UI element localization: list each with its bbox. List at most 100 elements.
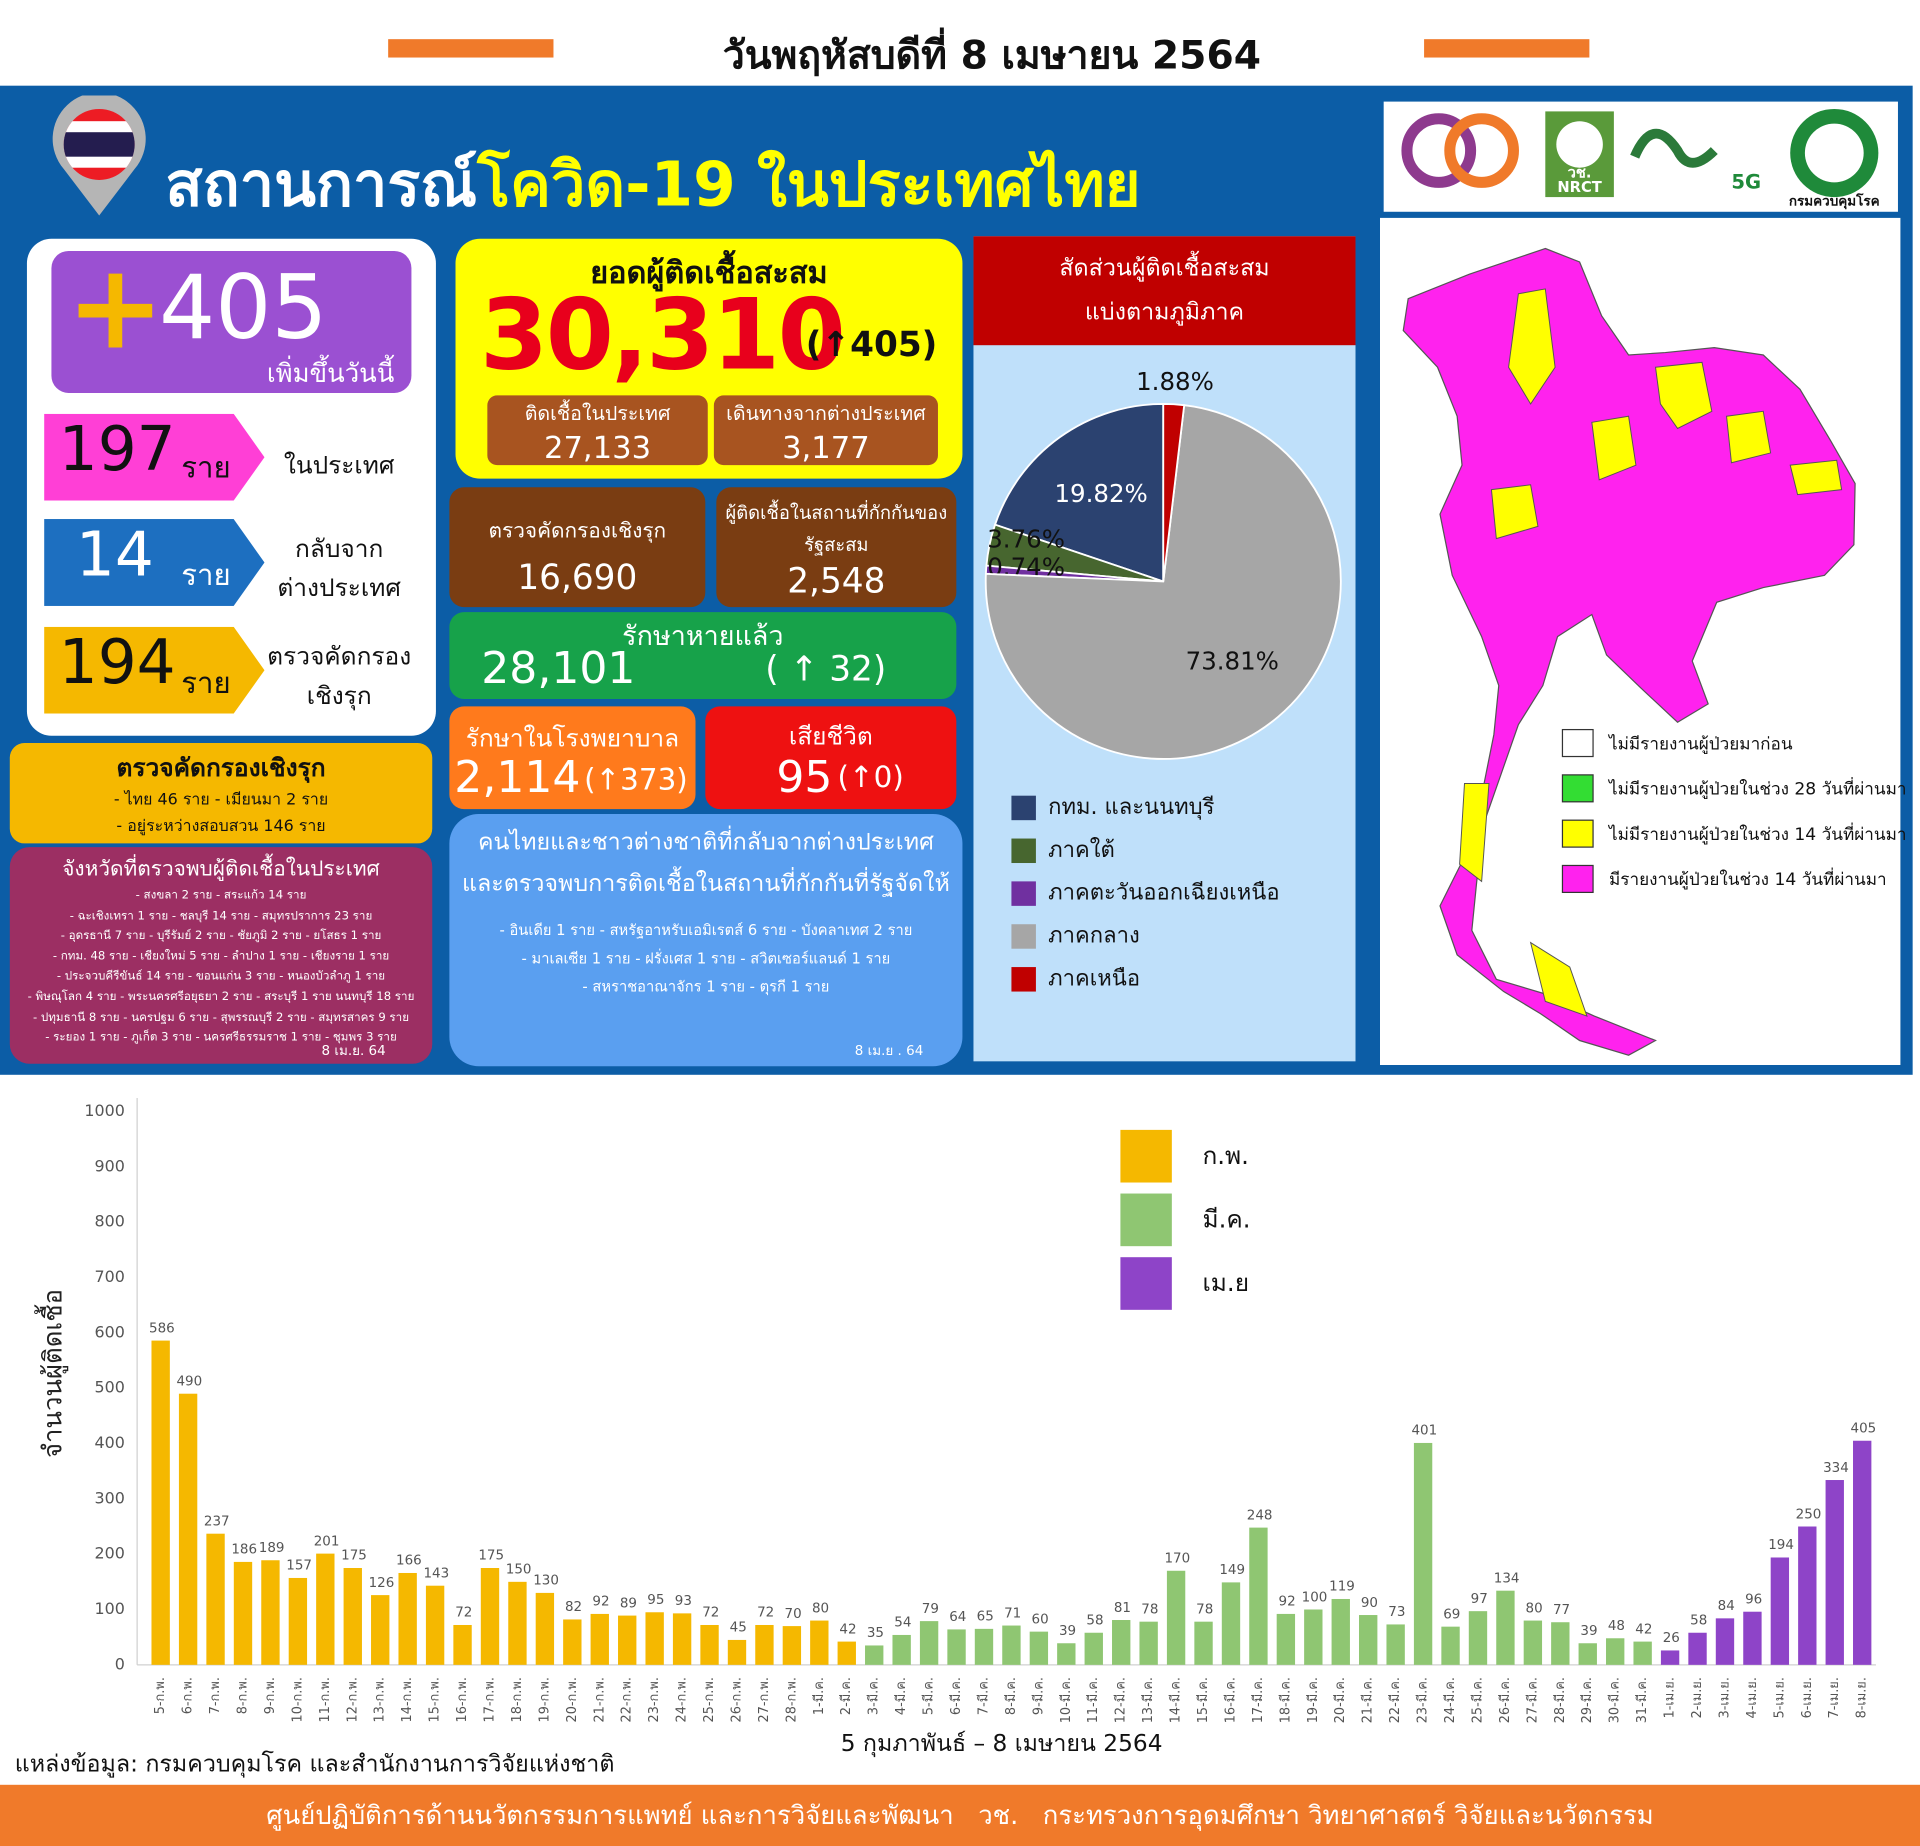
x-tick-label: 5-ก.พ. <box>153 1677 168 1714</box>
bar-value-label: 89 <box>620 1596 637 1611</box>
logo-5g: 5G <box>1731 170 1762 194</box>
y-tick-label: 1000 <box>84 1101 124 1120</box>
item-unit: ราย <box>181 558 231 593</box>
bar-value-label: 119 <box>1329 1580 1355 1595</box>
bar-value-label: 194 <box>1768 1538 1794 1553</box>
bar-value-label: 77 <box>1553 1603 1570 1618</box>
footer-banner: ศูนย์ปฏิบัติการด้านนวัตกรรมการแพทย์ และก… <box>0 1784 1920 1846</box>
x-tick-label: 10-มี.ค. <box>1059 1677 1074 1723</box>
x-tick-label: 25-มี.ค. <box>1470 1677 1485 1723</box>
returnees-date: 8 เม.ย . 64 <box>854 1042 924 1059</box>
pie-label: 3.76% <box>987 525 1065 554</box>
cumulative-total: 30,310 <box>480 277 846 392</box>
active-search-box: ตรวจคัดกรองเชิงรุก 16,690 <box>449 487 706 608</box>
item-label: ในประเทศ <box>283 450 395 480</box>
screening-title: ตรวจคัดกรองเชิงรุก <box>116 752 326 783</box>
hospitalized-box: รักษาในโรงพยาบาล 2,114 (↑373) <box>449 706 696 810</box>
x-tick-label: 15-มี.ค. <box>1196 1677 1211 1723</box>
bar-value-label: 26 <box>1663 1631 1680 1646</box>
y-tick-label: 100 <box>95 1599 125 1618</box>
x-tick-label: 13-มี.ค. <box>1141 1677 1156 1723</box>
bar <box>590 1613 609 1665</box>
pie-legend-swatch <box>1011 881 1036 906</box>
bar <box>1002 1625 1021 1665</box>
y-tick-label: 500 <box>95 1378 125 1397</box>
bar <box>700 1624 719 1665</box>
x-tick-label: 24-มี.ค. <box>1443 1677 1458 1723</box>
bar-value-label: 71 <box>1004 1606 1021 1621</box>
provinces-title: จังหวัดที่ตรวจพบผู้ติดเชื้อในประเทศ <box>62 856 380 882</box>
x-tick-label: 21-มี.ค. <box>1361 1677 1376 1723</box>
x-tick-label: 18-ก.พ. <box>510 1677 525 1722</box>
bar <box>316 1553 335 1665</box>
item-count: 197 <box>58 413 176 485</box>
label-line: รัฐสะสม <box>804 533 869 556</box>
x-tick-label: 27-มี.ค. <box>1525 1677 1540 1723</box>
x-tick-label: 3-มี.ค. <box>867 1677 882 1715</box>
bar-value-label: 95 <box>647 1593 664 1608</box>
x-tick-label: 28-ก.พ. <box>784 1677 799 1722</box>
label-line: ตรวจคัดกรอง <box>267 641 412 671</box>
x-tick-label: 5-มี.ค. <box>922 1677 937 1715</box>
bar <box>837 1641 856 1665</box>
map-legend-swatch <box>1561 864 1594 894</box>
bar-value-label: 54 <box>894 1616 911 1631</box>
bar-value-label: 35 <box>867 1626 884 1641</box>
bar-value-label: 201 <box>314 1534 340 1549</box>
x-tick-label: 23-ก.พ. <box>647 1677 662 1722</box>
header-date: วันพฤหัสบดีที่ 8 เมษายน 2564 <box>722 31 1261 79</box>
bar-value-label: 170 <box>1164 1552 1190 1567</box>
map-legend-swatch <box>1561 774 1594 803</box>
y-tick-label: 900 <box>95 1156 125 1175</box>
domestic-value: 27,133 <box>543 429 652 466</box>
x-tick-label: 5-เม.ย. <box>1772 1677 1787 1718</box>
bar <box>755 1624 774 1665</box>
x-tick-label: 27-ก.พ. <box>757 1677 772 1722</box>
bar-value-label: 92 <box>592 1595 609 1610</box>
bar-value-label: 78 <box>1141 1602 1158 1617</box>
pie-legend-swatch <box>1011 795 1036 821</box>
map-legend-label: ไม่มีรายงานผู้ป่วยมาก่อน <box>1607 733 1793 754</box>
item-arrow <box>44 413 265 501</box>
x-tick-label: 4-มี.ค. <box>894 1677 909 1715</box>
bar-value-label: 490 <box>176 1374 202 1389</box>
map-region <box>1508 288 1556 405</box>
province-line: - พิษณุโลก 4 ราย - พระนครศรีอยุธยา 2 ราย… <box>27 990 415 1004</box>
domestic-label: ติดเชื้อในประเทศ <box>524 401 671 425</box>
bar-value-label: 72 <box>702 1606 719 1621</box>
pie-slice <box>993 403 1165 583</box>
bar <box>1112 1620 1131 1665</box>
pie-legend-label: ภาคใต้ <box>1048 837 1115 863</box>
map-legend-label: มีรายงานผู้ป่วยในช่วง 14 วันที่ผ่านมา <box>1609 867 1887 890</box>
pie-title: สัดส่วนผู้ติดเชื้อสะสม แบ่งตามภูมิภาค <box>973 236 1356 346</box>
legend-swatch <box>1120 1129 1172 1183</box>
x-tick-label: 25-ก.พ. <box>702 1677 717 1722</box>
recovered-label: รักษาหายแล้ว <box>622 621 784 653</box>
province-line: - กทม. 48 ราย - เชียงใหม่ 5 ราย - ลำปาง … <box>52 949 390 964</box>
province-line: - ปทุมธานี 8 ราย - นครปฐม 6 ราย - สุพรรณ… <box>32 1010 410 1025</box>
province-line: - อุดรธานี 7 ราย - บุรีรัมย์ 2 ราย - ชัย… <box>60 929 382 943</box>
bar <box>1770 1557 1790 1665</box>
map-region <box>1490 484 1539 540</box>
y-tick-label: 600 <box>95 1322 125 1341</box>
y-axis-title: จำนวนผู้ติดเชื้อ <box>34 1289 68 1458</box>
bar-value-label: 39 <box>1059 1624 1076 1639</box>
x-tick-label: 24-ก.พ. <box>675 1677 690 1722</box>
source-note: แหล่งข้อมูล: กรมควบคุมโรค และสำนักงานการ… <box>14 1750 615 1778</box>
bar <box>727 1639 747 1665</box>
bar-value-label: 175 <box>341 1549 367 1564</box>
deaths-value: 95 <box>776 752 833 804</box>
deaths-change: (↑0) <box>837 760 904 795</box>
bar <box>1468 1611 1488 1665</box>
y-tick-label: 700 <box>95 1267 125 1286</box>
thai-flag-pin <box>52 95 146 216</box>
x-tick-label: 8-เม.ย. <box>1855 1677 1870 1718</box>
map-region <box>1654 361 1713 430</box>
bar <box>1386 1624 1405 1665</box>
x-tick-label: 11-มี.ค. <box>1086 1677 1101 1723</box>
title-line: คนไทยและชาวต่างชาติที่กลับจากต่างประเทศ <box>477 828 934 856</box>
header-bar <box>1424 39 1590 58</box>
bar-value-label: 80 <box>812 1601 829 1616</box>
